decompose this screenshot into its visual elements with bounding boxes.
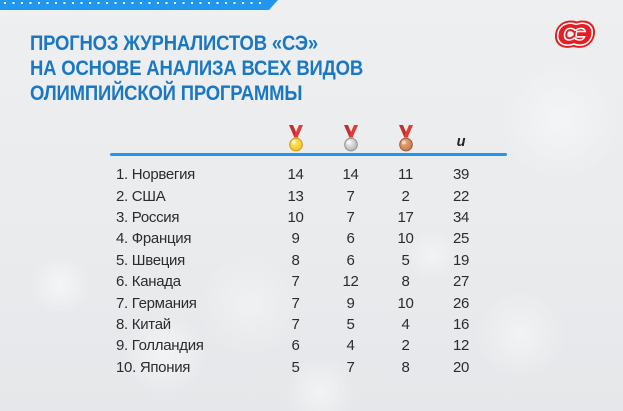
gold-count: 7 xyxy=(291,315,300,333)
silver-count: 5 xyxy=(346,315,355,333)
gold-count: 13 xyxy=(287,187,304,205)
country-label: 7. Германия xyxy=(116,294,197,312)
page-title-line-3: ОЛИМПИЙСКОЙ ПРОГРАММЫ xyxy=(30,82,303,105)
total-count: 26 xyxy=(452,294,470,312)
silver-count: 7 xyxy=(346,358,355,376)
table-row: 2. США 13 7 2 22 xyxy=(110,185,507,206)
total-count: 27 xyxy=(452,273,470,291)
table-row: 5. Швеция 8 6 5 19 xyxy=(110,250,507,271)
top-accent-bar xyxy=(0,0,278,10)
silver-count: 6 xyxy=(346,230,355,248)
table-row: 8. Китай 7 5 4 16 xyxy=(110,314,507,335)
bronze-count: 5 xyxy=(401,251,410,269)
table-row: 10. Япония 5 7 8 20 xyxy=(110,357,507,378)
table-header-row: и xyxy=(110,124,507,152)
total-count: 25 xyxy=(452,230,470,248)
bronze-count: 10 xyxy=(397,294,414,312)
total-count: 34 xyxy=(452,208,470,226)
bronze-count: 2 xyxy=(401,187,410,205)
bronze-count: 4 xyxy=(401,315,410,333)
page-title: ПРОГНОЗ ЖУРНАЛИСТОВ «СЭ» НА ОСНОВЕ АНАЛИ… xyxy=(30,31,363,106)
table-row: 1. Норвегия 14 14 11 39 xyxy=(110,164,507,185)
country-label: 10. Япония xyxy=(116,358,191,376)
bronze-count: 8 xyxy=(401,273,410,291)
page-title-line-1: ПРОГНОЗ ЖУРНАЛИСТОВ «СЭ» xyxy=(30,32,318,55)
total-count: 16 xyxy=(452,315,470,333)
gold-count: 7 xyxy=(291,294,300,312)
total-column-header: и xyxy=(456,134,466,150)
total-count: 20 xyxy=(452,358,470,376)
se-logo: СЭ СЭ СЭ xyxy=(552,17,595,55)
gold-count: 9 xyxy=(291,230,300,248)
country-label: 1. Норвегия xyxy=(116,166,196,184)
total-count: 39 xyxy=(452,166,470,184)
gold-medal-icon xyxy=(268,125,323,152)
country-label: 3. Россия xyxy=(116,208,180,226)
silver-count: 4 xyxy=(346,337,355,355)
se-logo-text: СЭ xyxy=(555,20,594,51)
country-label: 5. Швеция xyxy=(116,251,185,269)
country-label: 8. Китай xyxy=(116,315,171,333)
bronze-count: 2 xyxy=(401,337,410,355)
bronze-count: 10 xyxy=(397,230,414,248)
header-divider-line xyxy=(110,153,507,156)
country-label: 9. Голландия xyxy=(116,337,204,355)
silver-count: 7 xyxy=(346,187,355,205)
country-label: 6. Канада xyxy=(116,273,181,291)
gold-count: 6 xyxy=(291,337,300,355)
table-row: 4. Франция 9 6 10 25 xyxy=(110,228,507,249)
bronze-count: 17 xyxy=(397,208,414,226)
silver-count: 6 xyxy=(346,251,355,269)
total-count: 12 xyxy=(452,337,470,355)
table-row: 6. Канада 7 12 8 27 xyxy=(110,271,507,292)
silver-count: 7 xyxy=(346,208,355,226)
bronze-count: 8 xyxy=(401,358,410,376)
country-label: 4. Франция xyxy=(116,230,192,248)
gold-count: 5 xyxy=(291,358,300,376)
total-count: 22 xyxy=(452,187,470,205)
gold-count: 7 xyxy=(291,273,300,291)
country-label: 2. США xyxy=(116,187,166,205)
page-title-line-2: НА ОСНОВЕ АНАЛИЗА ВСЕХ ВИДОВ xyxy=(30,57,364,80)
gold-count: 14 xyxy=(287,166,304,184)
bronze-count: 11 xyxy=(398,166,413,184)
table-row: 9. Голландия 6 4 2 12 xyxy=(110,335,507,356)
table-rows: 1. Норвегия 14 14 11 39 2. США 13 7 2 22… xyxy=(110,164,507,378)
silver-count: 9 xyxy=(346,294,355,312)
silver-medal-icon xyxy=(323,125,378,152)
bronze-medal-icon xyxy=(378,125,433,152)
table-row: 7. Германия 7 9 10 26 xyxy=(110,292,507,313)
medal-forecast-table: и 1. Норвегия 14 14 11 39 2. США 13 7 2 … xyxy=(110,124,507,378)
silver-count: 12 xyxy=(342,273,359,291)
total-count: 19 xyxy=(452,251,470,269)
gold-count: 10 xyxy=(287,208,304,226)
table-row: 3. Россия 10 7 17 34 xyxy=(110,207,507,228)
silver-count: 14 xyxy=(342,166,359,184)
gold-count: 8 xyxy=(291,251,300,269)
